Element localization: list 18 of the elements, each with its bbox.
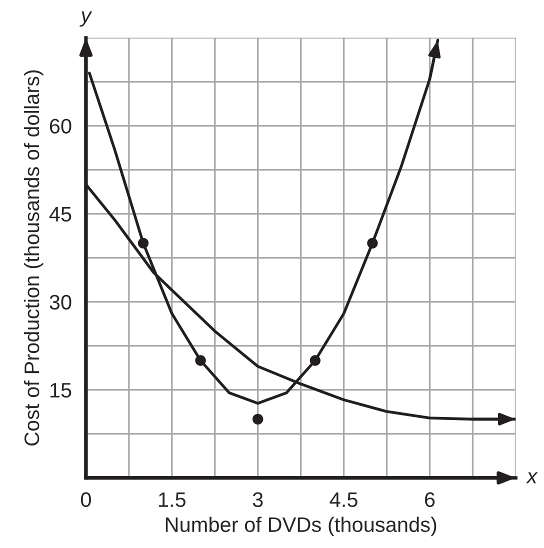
x-tick-label: 1.5	[159, 492, 186, 508]
y-tick-label: 15	[50, 383, 72, 398]
point	[310, 355, 321, 366]
x-tick-label: 0	[80, 492, 91, 508]
point	[367, 238, 378, 249]
y-tick-label: 45	[49, 207, 72, 222]
y-tick-label: 30	[50, 294, 72, 310]
point	[252, 414, 264, 425]
x-axis-title: Number of DVDs (thousands)	[166, 516, 436, 536]
x-tick-label: 4.5	[330, 492, 358, 508]
text: y	[80, 11, 92, 27]
y-tick-label: 60	[50, 118, 72, 134]
x-tick-label: 3	[252, 492, 263, 508]
text: x	[526, 472, 538, 484]
point	[138, 238, 149, 249]
point	[195, 355, 206, 366]
y-axis-title: Cost of Production (thousands of dollars)	[24, 70, 44, 446]
x-tick-label: 6	[425, 492, 435, 508]
